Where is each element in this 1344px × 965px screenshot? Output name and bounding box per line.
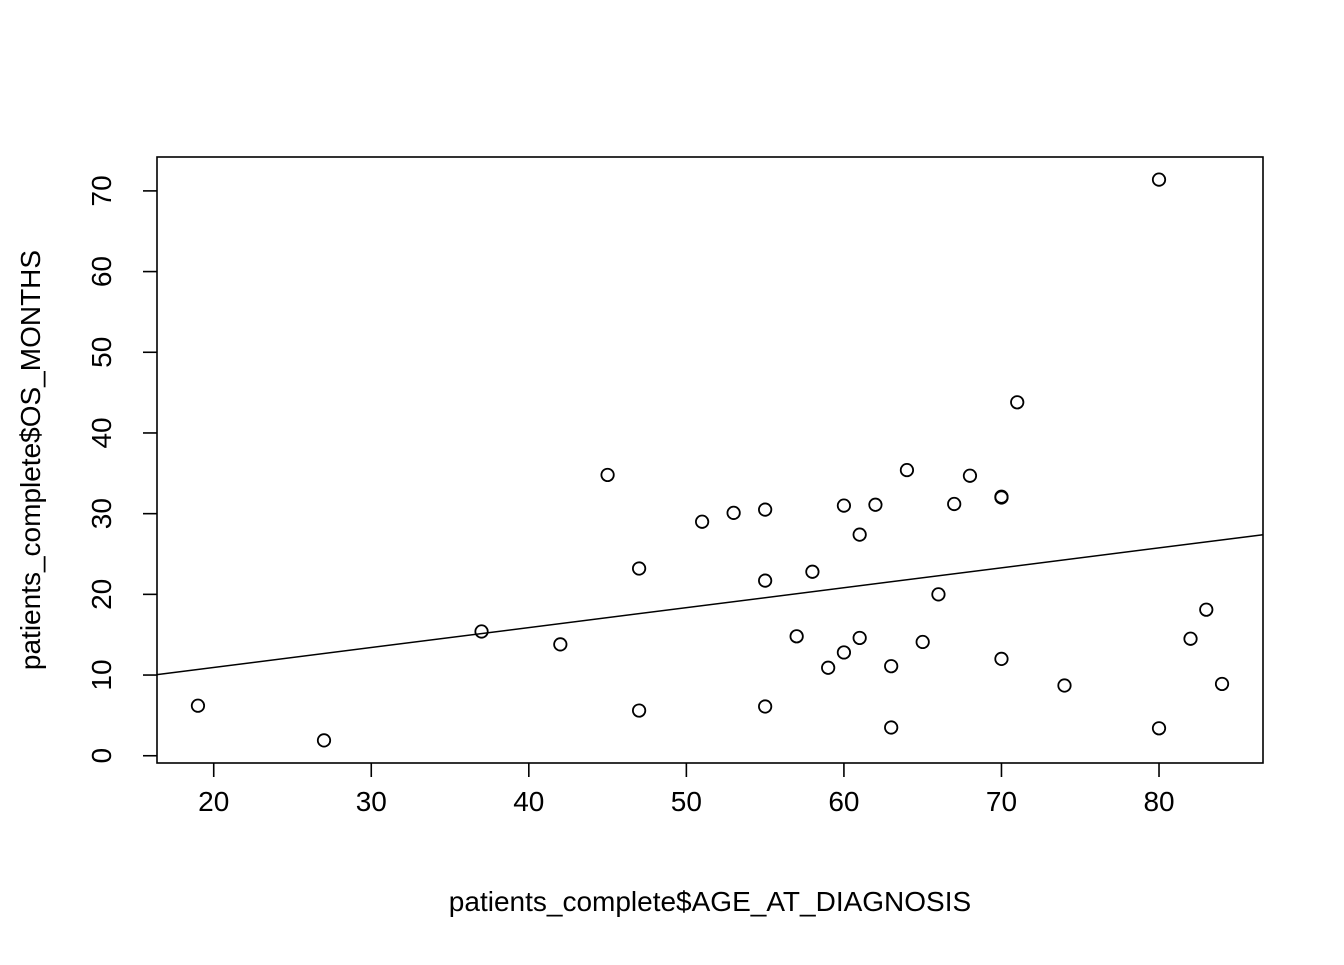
y-tick-label: 70 [86, 175, 117, 206]
y-tick-label: 20 [86, 579, 117, 610]
y-tick-label: 50 [86, 337, 117, 368]
data-point [758, 573, 773, 588]
data-point [884, 720, 899, 735]
regression-line [156, 533, 1264, 676]
data-point [884, 659, 899, 674]
data-point [1010, 395, 1025, 410]
data-point [836, 498, 852, 513]
y-tick-label: 30 [86, 498, 117, 529]
data-point [1151, 172, 1167, 187]
data-point [758, 502, 773, 517]
data-point [915, 634, 930, 650]
data-point [726, 505, 741, 520]
data-point [805, 564, 820, 579]
data-point [1151, 721, 1167, 736]
y-axis: 0 10 20 30 40 50 60 70 [86, 175, 157, 764]
data-point [1214, 676, 1230, 692]
data-point [821, 660, 836, 675]
data-point [994, 489, 1009, 504]
data-point [600, 467, 615, 483]
data-point [695, 514, 710, 529]
data-point [852, 527, 867, 542]
data-point [789, 629, 804, 644]
data-point [553, 637, 568, 652]
x-tick-label: 40 [513, 786, 544, 817]
y-tick-label: 0 [86, 748, 117, 764]
y-tick-label: 60 [86, 256, 117, 287]
x-tick-label: 50 [671, 786, 702, 817]
data-point [947, 496, 962, 512]
x-tick-label: 60 [828, 786, 859, 817]
x-tick-label: 70 [986, 786, 1017, 817]
x-axis-title: patients_complete$AGE_AT_DIAGNOSIS [449, 886, 971, 917]
y-axis-title: patients_complete$OS_MONTHS [15, 250, 46, 670]
data-point [632, 703, 647, 718]
data-point [190, 698, 206, 713]
plot-frame [156, 156, 1264, 764]
points-group [190, 172, 1230, 748]
regression-line-group [156, 533, 1264, 676]
data-point [852, 630, 867, 646]
data-point [994, 651, 1009, 667]
x-axis: 20 30 40 50 60 70 80 [198, 763, 1175, 817]
y-tick-label: 10 [86, 659, 117, 690]
data-point [962, 468, 978, 483]
data-point [1199, 602, 1214, 617]
data-point [1183, 631, 1198, 646]
data-point [836, 645, 852, 660]
data-point [316, 733, 332, 748]
x-tick-label: 80 [1143, 786, 1174, 817]
data-point [758, 699, 773, 714]
data-point [1057, 678, 1072, 693]
y-tick-label: 40 [86, 417, 117, 448]
data-point [632, 561, 647, 576]
data-point [931, 587, 946, 602]
x-tick-label: 20 [198, 786, 229, 817]
data-point [899, 462, 915, 478]
data-point [868, 497, 883, 512]
x-tick-label: 30 [356, 786, 387, 817]
data-point [474, 624, 489, 639]
